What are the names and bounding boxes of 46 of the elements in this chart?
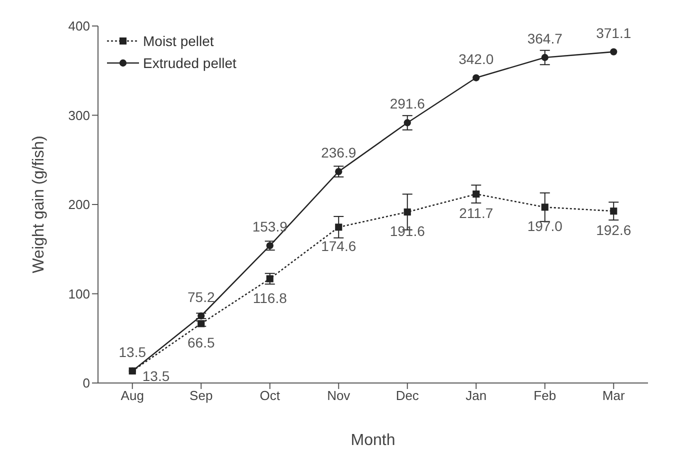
point: [335, 168, 342, 176]
point: [266, 275, 274, 282]
point: [610, 208, 618, 215]
y-tick-label: 0: [82, 376, 90, 391]
point: [404, 119, 411, 126]
point: [541, 54, 548, 62]
data-label: 291.6: [390, 96, 426, 112]
data-label: 116.8: [252, 290, 288, 306]
legend-label: Moist pellet: [143, 33, 214, 49]
point: [541, 204, 548, 211]
x-tick-label: Sep: [190, 388, 213, 404]
x-tick-label: Oct: [260, 388, 280, 404]
x-tick-label: Nov: [327, 388, 351, 404]
y-tick-label: 200: [68, 197, 90, 212]
data-label: 191.6: [390, 222, 426, 239]
data-label: 153.9: [252, 218, 288, 235]
point: [335, 224, 342, 231]
data-label: 66.5: [188, 334, 215, 351]
point: [472, 74, 480, 82]
y-tick-label: 300: [68, 108, 90, 123]
point: [472, 190, 480, 198]
data-label: 342.0: [458, 50, 494, 67]
y-tick-label: 100: [68, 286, 90, 302]
data-label: 236.9: [321, 144, 356, 161]
point: [404, 208, 411, 216]
data-label: 13.5: [118, 344, 146, 360]
data-label: 192.6: [596, 222, 632, 238]
data-label: 364.7: [527, 30, 563, 47]
data-label: 174.6: [321, 238, 356, 254]
data-label: 13.5: [142, 368, 170, 384]
data-label: 211.7: [459, 205, 494, 222]
point: [198, 320, 205, 328]
x-axis-title: Month: [350, 432, 396, 449]
legend-label: Extruded pellet: [143, 55, 236, 71]
x-tick-label: Mar: [602, 388, 626, 404]
data-label: 75.2: [188, 288, 215, 305]
point: [610, 48, 618, 56]
x-tick-label: Aug: [120, 388, 144, 404]
y-tick-label: 400: [68, 18, 90, 34]
y-axis-title: Weight gain (g/fish): [30, 136, 48, 274]
x-tick-label: Feb: [534, 388, 556, 404]
data-label: 371.1: [596, 24, 632, 41]
x-tick-label: Dec: [396, 388, 420, 404]
x-tick-label: Jan: [466, 388, 487, 404]
point: [198, 312, 205, 320]
data-label: 197.0: [527, 218, 563, 234]
